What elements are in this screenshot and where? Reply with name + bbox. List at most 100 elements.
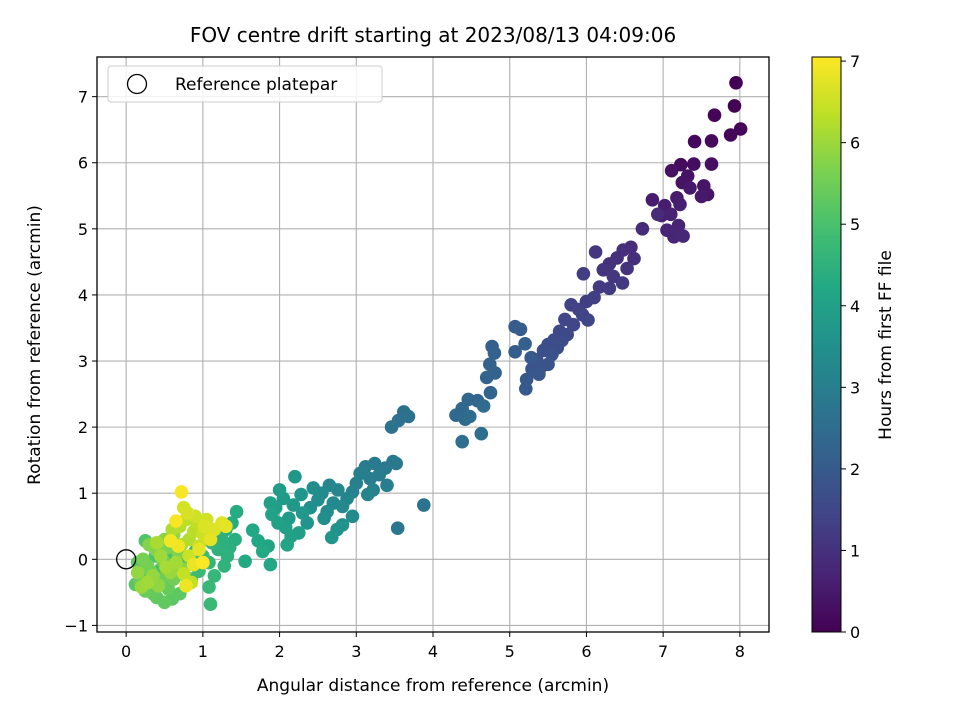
- data-point: [245, 523, 260, 537]
- data-point: [664, 163, 679, 178]
- x-tick-label: 6: [581, 642, 591, 661]
- data-point: [723, 128, 738, 142]
- colorbar: 0 1 2 3 4 5 6 7 Hours from first FF file: [811, 52, 896, 642]
- y-tick-label: 3: [78, 352, 88, 371]
- data-point: [272, 483, 287, 497]
- data-point: [140, 575, 155, 590]
- data-point: [596, 263, 611, 277]
- data-point: [136, 552, 150, 567]
- data-point: [202, 580, 216, 594]
- data-point: [263, 557, 278, 572]
- y-tick-label: 1: [78, 484, 88, 503]
- data-point: [153, 549, 168, 563]
- colorbar-ticks: 0 1 2 3 4 5 6 7: [841, 52, 860, 642]
- data-point: [196, 555, 210, 570]
- data-point: [180, 506, 195, 520]
- data-point: [345, 509, 360, 524]
- data-point: [219, 519, 233, 534]
- data-point: [417, 498, 431, 512]
- data-point: [380, 478, 394, 493]
- colorbar-tick-label: 0: [850, 623, 860, 642]
- data-point: [151, 578, 166, 593]
- data-point: [635, 222, 650, 236]
- data-point: [263, 496, 278, 510]
- data-point: [687, 134, 702, 149]
- colorbar-tick-label: 6: [850, 134, 860, 153]
- y-tick-label: 2: [78, 418, 88, 437]
- data-point: [645, 193, 660, 207]
- data-point: [280, 538, 295, 552]
- data-point: [324, 530, 339, 545]
- data-point: [602, 281, 617, 296]
- data-point: [627, 251, 641, 266]
- data-point: [704, 134, 719, 148]
- legend-reference-marker: [126, 73, 148, 95]
- data-point: [288, 469, 302, 484]
- data-point: [463, 409, 477, 424]
- data-point: [671, 218, 686, 233]
- data-point: [203, 597, 218, 611]
- data-points: [116, 76, 748, 611]
- colorbar-tick-label: 1: [850, 541, 860, 560]
- y-tick-label: 7: [78, 88, 88, 107]
- data-point: [508, 345, 522, 359]
- data-point: [455, 434, 470, 449]
- data-point: [733, 122, 748, 136]
- data-point: [179, 578, 193, 593]
- data-point: [363, 471, 377, 486]
- data-point: [217, 559, 232, 573]
- data-point: [479, 370, 494, 385]
- data-point: [384, 420, 399, 434]
- data-point: [532, 367, 546, 382]
- data-point: [306, 481, 321, 495]
- data-point: [474, 426, 489, 441]
- data-point: [389, 456, 404, 471]
- data-point: [192, 542, 206, 557]
- data-point: [519, 382, 533, 396]
- y-tick-label: 4: [78, 286, 88, 305]
- data-point: [524, 350, 538, 365]
- data-point: [581, 313, 595, 327]
- data-point: [687, 157, 701, 171]
- y-tick-label: 5: [78, 220, 88, 239]
- data-point: [255, 544, 270, 559]
- data-point: [483, 385, 498, 400]
- data-point: [238, 554, 252, 569]
- chart-title: FOV centre drift starting at 2023/08/13 …: [190, 23, 676, 47]
- data-point: [587, 290, 601, 305]
- colorbar-tick-label: 5: [850, 215, 860, 234]
- data-point: [707, 108, 722, 122]
- y-tick-label: 0: [78, 550, 88, 569]
- data-point: [673, 197, 687, 212]
- data-point: [203, 532, 218, 547]
- legend: Reference platepar: [107, 65, 383, 103]
- colorbar-gradient: [811, 56, 842, 633]
- y-tick-label: −1: [64, 616, 88, 635]
- data-point: [676, 229, 690, 243]
- x-tick-label: 7: [658, 642, 668, 661]
- data-point: [651, 207, 665, 222]
- colorbar-tick-label: 4: [850, 297, 860, 316]
- y-axis-label: Rotation from reference (arcmin): [25, 205, 45, 485]
- data-point: [615, 276, 630, 290]
- data-point: [294, 487, 308, 502]
- x-tick-label: 2: [274, 642, 284, 661]
- data-point: [169, 514, 183, 528]
- data-point: [592, 280, 607, 294]
- data-point: [487, 346, 502, 360]
- legend-entry-reference: Reference platepar: [175, 75, 337, 95]
- data-point: [566, 317, 581, 332]
- data-point: [207, 569, 222, 583]
- data-point: [727, 99, 742, 113]
- data-point: [295, 506, 310, 520]
- colorbar-tick-label: 2: [850, 460, 860, 479]
- x-tick-label: 8: [735, 642, 745, 661]
- data-point: [694, 189, 709, 204]
- data-point: [229, 504, 244, 519]
- data-point: [518, 337, 532, 351]
- x-axis-label: Angular distance from reference (arcmin): [257, 676, 609, 696]
- x-tick-label: 0: [121, 642, 131, 661]
- data-point: [729, 76, 743, 90]
- reference-platepar-marker: [116, 549, 137, 570]
